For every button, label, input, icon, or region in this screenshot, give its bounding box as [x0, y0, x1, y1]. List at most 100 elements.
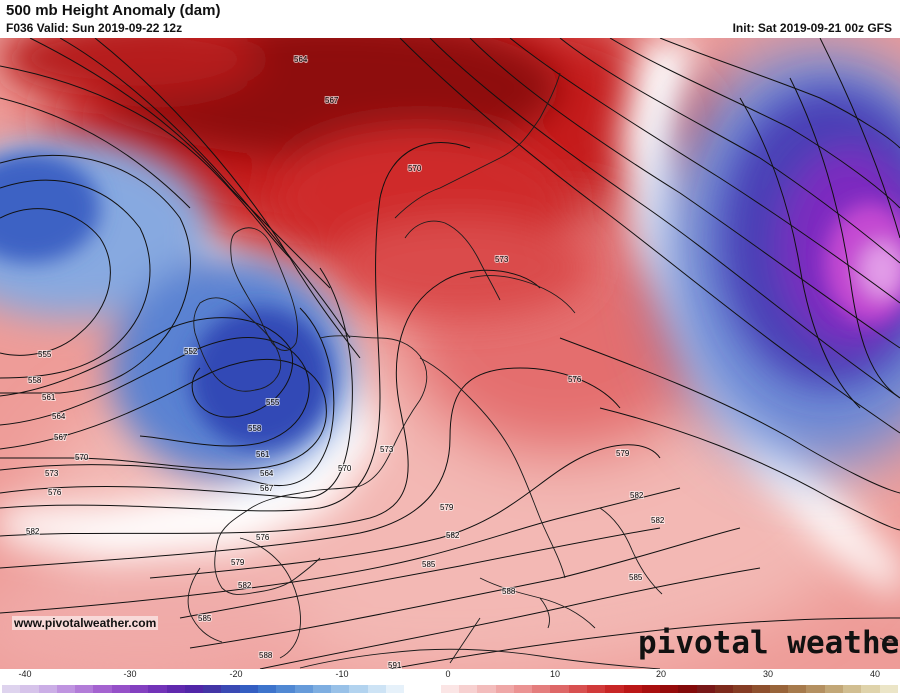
- contour-label: 585: [198, 614, 212, 623]
- contour-label: 579: [440, 503, 454, 512]
- colorbar-swatch: [349, 685, 368, 693]
- colorbar-swatch: [751, 685, 770, 693]
- colorbar-swatch: [312, 685, 332, 693]
- contour-label: 558: [28, 376, 42, 385]
- contour-label: 567: [54, 433, 68, 442]
- contour-label: 588: [502, 587, 516, 596]
- colorbar-tick: -20: [229, 669, 243, 679]
- colorbar-swatch: [550, 685, 569, 693]
- contour-labels: 552 555 555 558 558 561 561 564 564 564 …: [25, 54, 666, 669]
- colorbar-swatch: [422, 685, 441, 693]
- contour-label: 588: [259, 651, 273, 660]
- colorbar-swatch: [605, 685, 624, 693]
- colorbar-swatch: [513, 685, 533, 693]
- colorbar-tick: -30: [123, 669, 137, 679]
- map-title: 500 mb Height Anomaly (dam): [6, 2, 221, 19]
- contour-label: 585: [422, 560, 436, 569]
- website-link[interactable]: www.pivotalweather.com: [12, 616, 159, 630]
- colorbar-swatches: [2, 685, 898, 693]
- contour-label: 573: [380, 445, 394, 454]
- contour-label: 582: [26, 527, 40, 536]
- colorbar-swatch: [38, 685, 57, 693]
- map-header: 500 mb Height Anomaly (dam) F036 Valid: …: [0, 0, 900, 38]
- anomaly-shading: [0, 38, 900, 669]
- colorbar-swatch: [733, 685, 752, 693]
- height-anomaly-map: 552 555 555 558 558 561 561 564 564 564 …: [0, 38, 900, 669]
- colorbar-swatch: [20, 685, 39, 693]
- colorbar-ticks: -40 -30 -20 -10 0 10 20 30 40: [0, 669, 900, 681]
- colorbar-swatch: [239, 685, 258, 693]
- colorbar-swatch: [788, 685, 807, 693]
- colorbar-swatch: [2, 685, 21, 693]
- coastlines: [187, 72, 899, 669]
- contour-label: 558: [248, 424, 262, 433]
- colorbar-swatch: [714, 685, 734, 693]
- colorbar-tick: 20: [655, 669, 667, 679]
- colorbar-swatch: [203, 685, 222, 693]
- colorbar-swatch: [294, 685, 313, 693]
- contour-label: 567: [260, 484, 274, 493]
- colorbar-swatch: [367, 685, 386, 693]
- colorbar-tick: -10: [335, 669, 349, 679]
- colorbar-tick: 30: [762, 669, 774, 679]
- colorbar-swatch: [842, 685, 862, 693]
- contour-label: 570: [338, 464, 352, 473]
- contour-label: 570: [408, 164, 422, 173]
- contour-label: 579: [616, 449, 630, 458]
- init-time: Init: Sat 2019-09-21 00z GFS: [732, 21, 892, 35]
- colorbar-tick: -40: [18, 669, 32, 679]
- colorbar-swatch: [440, 685, 460, 693]
- contour-label: 585: [629, 573, 643, 582]
- map-canvas: 552 555 555 558 558 561 561 564 564 564 …: [0, 38, 900, 669]
- contour-label: 591: [388, 661, 402, 669]
- colorbar-swatch: [769, 685, 789, 693]
- brand-logo: pivotal weather: [638, 625, 900, 661]
- colorbar-swatch: [385, 685, 405, 693]
- colorbar-swatch: [166, 685, 185, 693]
- colorbar-swatch: [276, 685, 295, 693]
- colorbar-swatch: [184, 685, 204, 693]
- contour-label: 576: [256, 533, 270, 542]
- colorbar-swatch: [75, 685, 94, 693]
- contour-label: 552: [184, 347, 198, 356]
- contour-label: 564: [294, 55, 308, 64]
- colorbar-swatch: [568, 685, 587, 693]
- contour-label: 561: [256, 450, 270, 459]
- colorbar-swatch: [111, 685, 130, 693]
- contour-label: 570: [75, 453, 89, 462]
- contour-label: 561: [42, 393, 56, 402]
- colorbar-swatch: [678, 685, 697, 693]
- contour-label: 564: [52, 412, 66, 421]
- colorbar-swatch: [477, 685, 496, 693]
- contour-label: 579: [231, 558, 245, 567]
- colorbar-swatch: [861, 685, 880, 693]
- colorbar-swatch: [532, 685, 551, 693]
- contour-label: 582: [238, 581, 252, 590]
- colorbar-tick: 40: [869, 669, 881, 679]
- colorbar-tick: 10: [549, 669, 561, 679]
- contour-label: 582: [651, 516, 665, 525]
- height-contours: [0, 38, 900, 669]
- colorbar-swatch: [459, 685, 478, 693]
- colorbar-swatch: [129, 685, 149, 693]
- colorbar-swatch: [93, 685, 112, 693]
- colorbar-swatch: [56, 685, 76, 693]
- colorbar-swatch: [257, 685, 277, 693]
- contour-label: 555: [38, 350, 52, 359]
- contour-label: 576: [568, 375, 582, 384]
- contour-label: 567: [325, 96, 339, 105]
- contour-label: 576: [48, 488, 62, 497]
- colorbar-swatch: [587, 685, 606, 693]
- colorbar-swatch: [331, 685, 350, 693]
- colorbar-swatch: [696, 685, 715, 693]
- contour-label: 573: [45, 469, 59, 478]
- colorbar-tick: 0: [445, 669, 451, 679]
- colorbar-swatch: [404, 685, 423, 693]
- colorbar-swatch: [148, 685, 167, 693]
- colorbar-swatch: [495, 685, 514, 693]
- colorbar-swatch: [806, 685, 825, 693]
- contour-label: 573: [495, 255, 509, 264]
- colorbar-swatch: [824, 685, 843, 693]
- colorbar-swatch: [641, 685, 661, 693]
- contour-label: 582: [446, 531, 460, 540]
